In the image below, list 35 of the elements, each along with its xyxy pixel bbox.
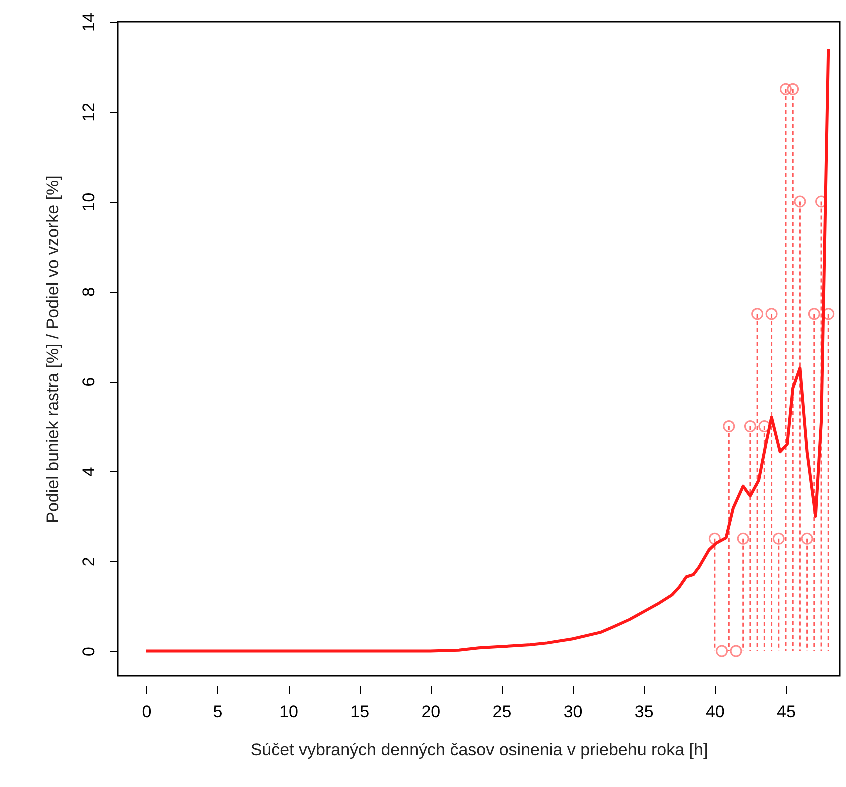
x-tick-label: 30 [564,702,583,722]
x-axis-title: Súčet vybraných denných časov osinenia v priebehu roka [h] [250,740,708,760]
point [766,308,778,320]
point [723,420,736,433]
x-tick-label: 20 [422,702,441,722]
y-tick-label: 2 [80,557,98,567]
point [772,532,785,545]
point [716,645,728,658]
line-series [144,47,830,653]
y-axis-title: Podiel buniek rastra [%] / Podiel vo vzorke [%] [44,176,62,524]
y-tick-label: 8 [80,287,98,297]
x-tick-label: 45 [777,702,796,722]
y-tick-label: 10 [80,192,98,212]
point [801,532,814,545]
point [808,308,820,320]
point [744,420,756,433]
x-tick-label: 40 [706,702,725,722]
point [730,645,742,658]
y-tick-label: 12 [80,102,98,122]
y-tick-label: 14 [80,13,98,32]
x-tick-label: 25 [492,702,512,722]
y-tick-label: 4 [80,467,98,477]
x-tick-label: 35 [634,702,654,722]
y-tick-label: 6 [80,377,98,387]
point [780,83,792,96]
point [752,308,764,320]
x-tick-label: 5 [213,702,223,722]
x-tick-label: 0 [142,702,152,722]
point [737,532,750,545]
x-tick-label: 10 [280,702,299,722]
point [794,196,806,208]
x-tick-label: 15 [350,702,370,722]
point [787,83,800,96]
point [816,196,828,208]
y-tick-label: 0 [80,647,98,657]
